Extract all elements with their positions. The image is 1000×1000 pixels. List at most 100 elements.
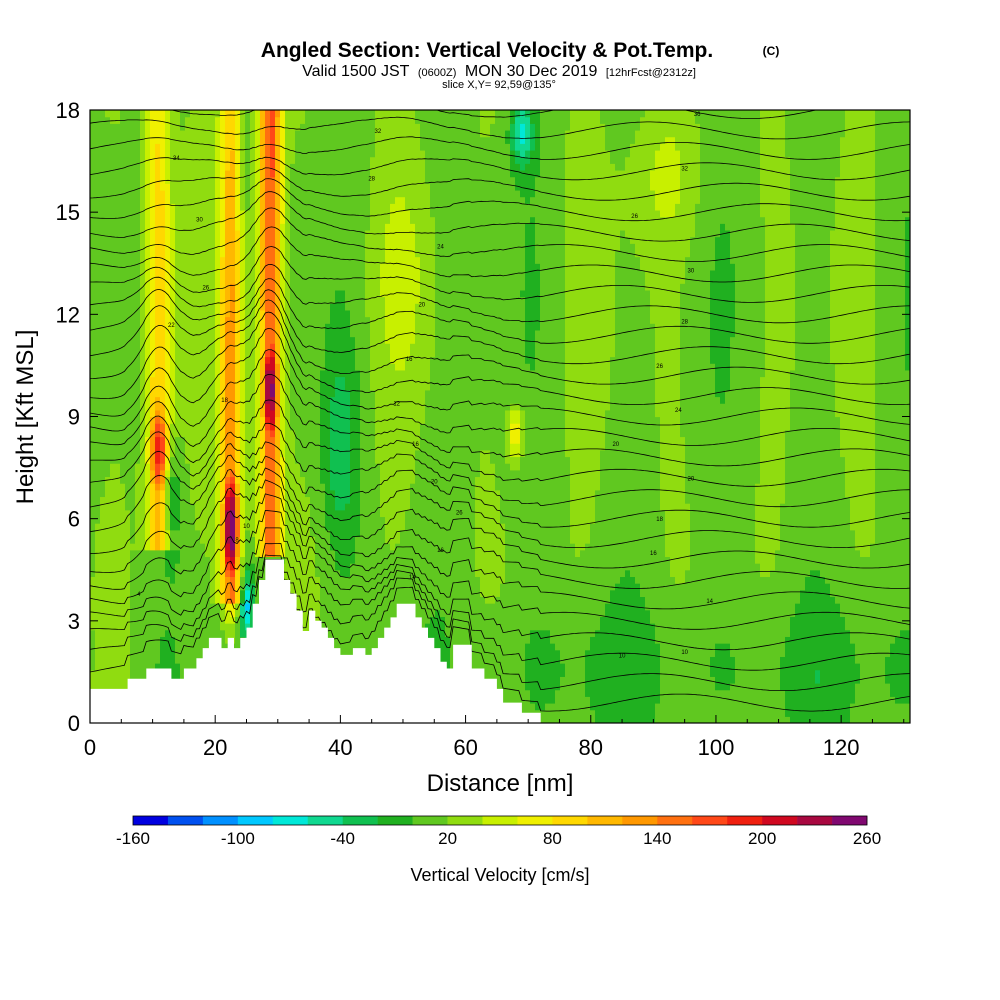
isentrope-line	[90, 156, 910, 181]
colorbar-swatch	[832, 816, 868, 825]
contour-label: 34	[173, 156, 180, 162]
colorbar-swatch	[552, 816, 588, 825]
y-tick-label: 3	[68, 609, 80, 634]
isentrope-line	[90, 493, 910, 610]
colorbar-tick-label: 260	[853, 829, 881, 848]
isentrope-line	[90, 422, 910, 508]
isentrope-line	[90, 207, 910, 262]
contour-label: 28	[368, 177, 375, 183]
terrain-mask	[90, 559, 910, 723]
contour-label: 20	[612, 442, 619, 448]
subtitle-forecast: [12hrFcst@2312z]	[606, 67, 696, 79]
velocity-field	[90, 110, 910, 723]
contour-label: 20	[688, 476, 695, 482]
colorbar-swatch	[517, 816, 553, 825]
isentrope-line	[90, 454, 910, 548]
x-axis: 0 20 40 60 80 100 120	[84, 715, 905, 760]
colorbar-swatch	[342, 816, 378, 825]
subtitle-date: MON 30 Dec 2019	[465, 63, 598, 80]
contour-label: 28	[681, 320, 688, 326]
contour-label: 8	[235, 538, 239, 544]
subtitle-valid: Valid 1500 JST	[302, 63, 410, 80]
colorbar-tick-label: 200	[748, 829, 776, 848]
colorbar-swatch	[307, 816, 344, 825]
colorbar-tick-label: 140	[643, 829, 671, 848]
colorbar-swatch	[133, 816, 169, 825]
isentrope-line	[90, 178, 910, 222]
x-tick-label: 40	[328, 735, 352, 760]
isentrope-line	[90, 191, 910, 242]
colorbar-swatch	[447, 816, 483, 825]
contour-label: 26	[456, 510, 463, 516]
contour-label: 16	[650, 551, 657, 557]
contour-label: 12	[393, 401, 400, 407]
isentrope-line	[90, 327, 910, 426]
colorbar-tick-label: 80	[543, 829, 562, 848]
isentrope-line	[90, 479, 910, 589]
colorbar-tick-label: 20	[438, 829, 457, 848]
x-tick-label: 100	[698, 735, 735, 760]
colorbar-swatch	[657, 816, 693, 825]
y-tick-label: 6	[68, 507, 80, 532]
isentrope-line	[90, 559, 910, 712]
x-tick-label: 60	[453, 735, 477, 760]
colorbar-swatch	[587, 816, 623, 825]
contour-label: 16	[412, 442, 419, 448]
colorbar-label: Vertical Velocity [cm/s]	[410, 865, 589, 885]
colorbar-tick-label: -40	[330, 829, 355, 848]
contour-label: 20	[418, 303, 425, 309]
chart-subtitle-slice: slice X,Y= 92,59@135°	[442, 79, 556, 91]
chart-title-unit: (C)	[763, 44, 780, 58]
colorbar-tick-label: -160	[116, 829, 150, 848]
subtitle-zulu: (0600Z)	[418, 67, 457, 79]
x-tick-label: 80	[579, 735, 603, 760]
isentrope-line	[90, 136, 910, 160]
contour-label: 10	[243, 524, 250, 530]
isentrope-line	[90, 349, 910, 446]
contour-label: 10	[681, 650, 688, 656]
colorbar-swatch	[797, 816, 833, 825]
contour-label: 24	[437, 245, 444, 251]
contour-label: 26	[631, 214, 638, 220]
contour-label: 30	[196, 218, 203, 224]
contour-label: 18	[656, 517, 663, 523]
contour-label: 20	[431, 480, 438, 486]
isentrope-line	[170, 110, 819, 119]
x-axis-label: Distance [nm]	[427, 770, 574, 797]
contour-label: 36	[694, 112, 701, 118]
colorbar-swatch	[727, 816, 763, 825]
x-tick-label: 20	[203, 735, 227, 760]
isentrope-line	[90, 527, 910, 651]
isentrope-line	[90, 246, 910, 303]
contour-label: 4	[137, 592, 141, 598]
isentrope-line	[90, 373, 910, 467]
isentrope-line	[90, 289, 910, 365]
chart-title: Angled Section: Vertical Velocity & Pot.…	[261, 39, 713, 62]
contour-label: 32	[681, 166, 688, 172]
isentrope-line	[90, 116, 910, 140]
y-tick-label: 0	[68, 711, 80, 736]
y-tick-label: 12	[56, 302, 80, 327]
isentrope-line	[90, 509, 910, 630]
potential-temperature-contours	[90, 110, 910, 712]
colorbar-frame	[132, 815, 868, 826]
contour-label: 10	[619, 653, 626, 659]
contour-label: 14	[409, 575, 416, 581]
y-axis-label: Height [Kft MSL]	[12, 330, 39, 505]
colorbar-swatch	[167, 816, 204, 825]
contour-label: 16	[437, 548, 444, 554]
isentrope-line	[90, 554, 910, 691]
isentrope-line	[90, 542, 910, 671]
colorbar-swatch	[272, 816, 309, 825]
colorbar-tick-label: -100	[221, 829, 255, 848]
isentrope-line	[90, 167, 910, 201]
chart-subtitle: Valid 1500 JST (0600Z) MON 30 Dec 2019 […	[302, 63, 696, 80]
y-tick-label: 9	[68, 405, 80, 430]
y-tick-label: 15	[56, 200, 80, 225]
isentrope-line	[90, 399, 910, 487]
contour-label: 22	[168, 323, 175, 329]
colorbar-swatch	[482, 816, 518, 825]
colorbar-swatch	[762, 816, 798, 825]
